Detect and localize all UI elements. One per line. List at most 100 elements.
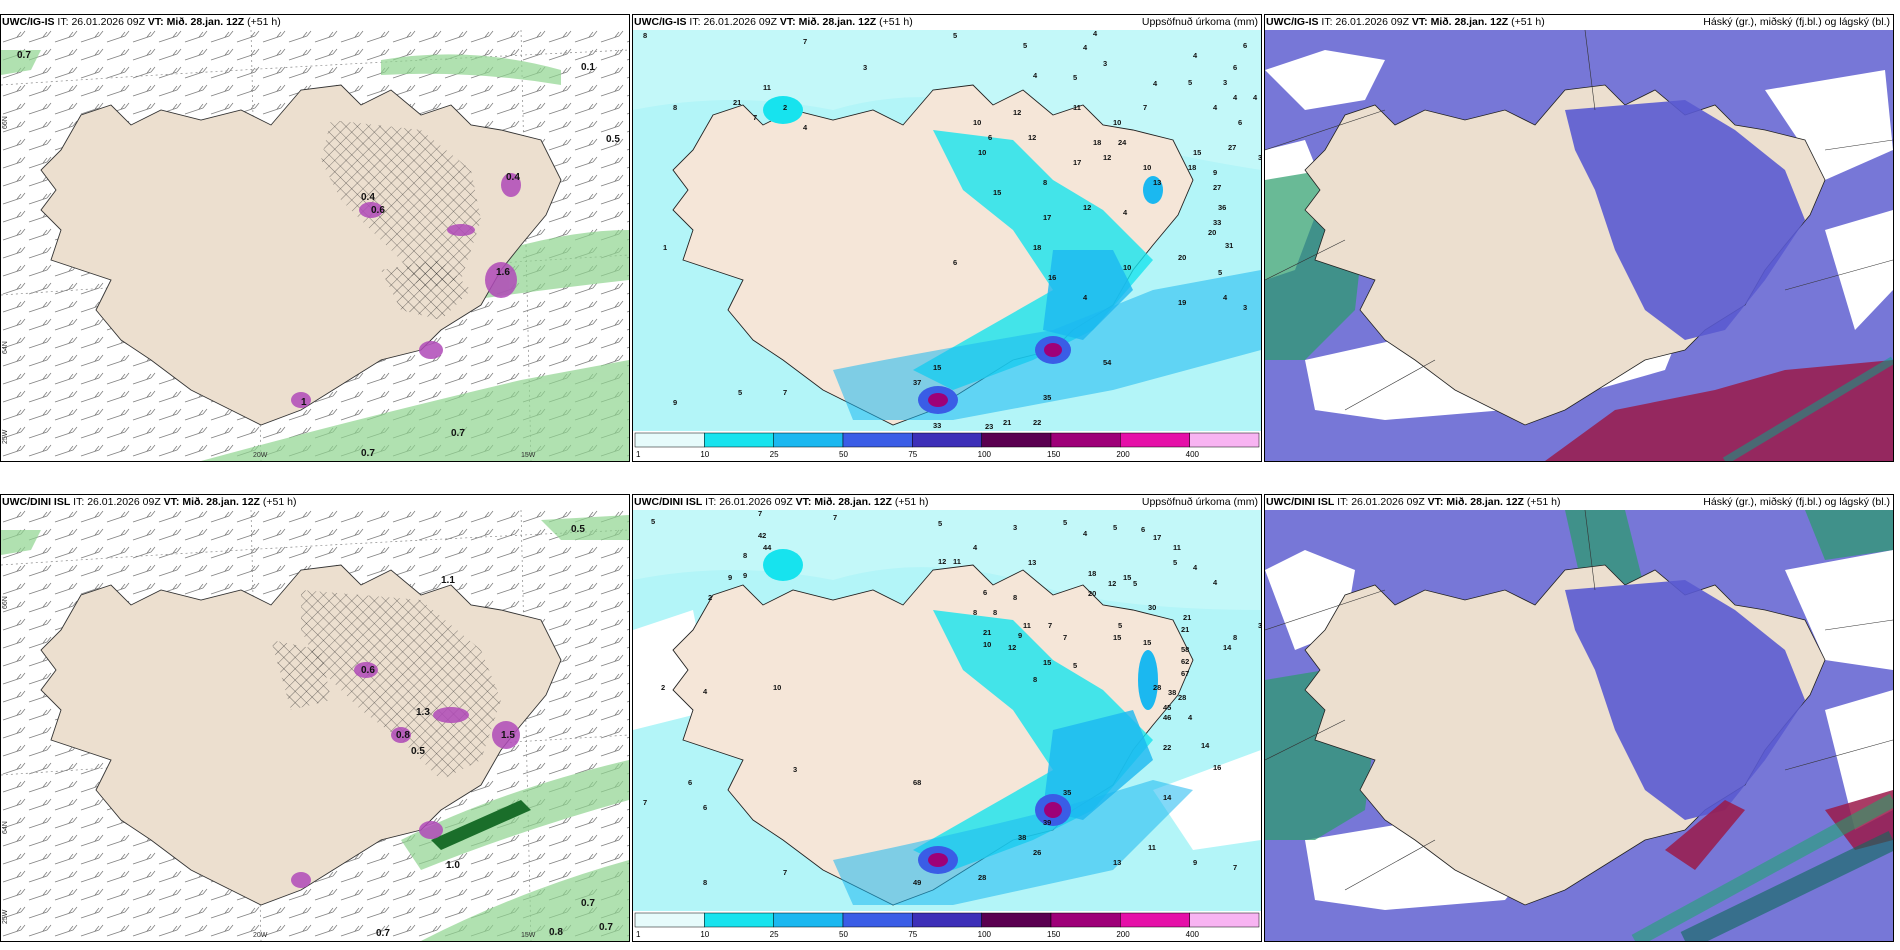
svg-text:12: 12 bbox=[1083, 203, 1091, 212]
svg-text:6: 6 bbox=[688, 778, 692, 787]
svg-text:33: 33 bbox=[1213, 218, 1221, 227]
colorbar-swatch bbox=[1189, 432, 1260, 448]
colorbar-swatch bbox=[842, 912, 913, 928]
svg-text:8: 8 bbox=[673, 103, 677, 112]
svg-text:21: 21 bbox=[1181, 625, 1189, 634]
svg-text:7: 7 bbox=[1233, 863, 1237, 872]
colorbar-tick-label: 150 bbox=[1047, 450, 1061, 459]
lon-label: 15W bbox=[521, 932, 536, 939]
svg-text:54: 54 bbox=[1103, 358, 1112, 367]
svg-text:16: 16 bbox=[1213, 763, 1221, 772]
svg-text:7: 7 bbox=[758, 510, 762, 518]
svg-text:10: 10 bbox=[1143, 163, 1151, 172]
svg-text:35: 35 bbox=[1043, 393, 1051, 402]
svg-text:6: 6 bbox=[1233, 63, 1237, 72]
precip-map-svg: 5 7 7 5 3 5 4 5 6 42 17 11 8 44 12 11 4 … bbox=[633, 510, 1261, 911]
svg-text:36: 36 bbox=[1218, 203, 1226, 212]
svg-text:21: 21 bbox=[1183, 613, 1191, 622]
svg-text:6: 6 bbox=[1238, 118, 1242, 127]
wind-label: 0.1 bbox=[581, 62, 595, 73]
svg-text:38: 38 bbox=[1168, 688, 1176, 697]
svg-text:68: 68 bbox=[913, 778, 921, 787]
svg-text:10: 10 bbox=[973, 118, 981, 127]
svg-text:4: 4 bbox=[1193, 563, 1198, 572]
svg-text:28: 28 bbox=[1153, 683, 1161, 692]
precip-map: 5 7 7 5 3 5 4 5 6 42 17 11 8 44 12 11 4 … bbox=[633, 510, 1261, 911]
svg-text:4: 4 bbox=[1233, 93, 1238, 102]
svg-text:62: 62 bbox=[1181, 657, 1189, 666]
svg-text:19: 19 bbox=[1178, 298, 1186, 307]
wind-label: 0.8 bbox=[396, 730, 410, 741]
colorbar-swatch bbox=[1189, 912, 1260, 928]
svg-text:8: 8 bbox=[1043, 178, 1047, 187]
svg-text:6: 6 bbox=[1243, 41, 1247, 50]
colorbar-swatch bbox=[842, 432, 913, 448]
wind-label: 1.6 bbox=[496, 267, 510, 278]
svg-text:11: 11 bbox=[1023, 621, 1031, 630]
svg-text:4: 4 bbox=[703, 687, 708, 696]
svg-text:45: 45 bbox=[1163, 703, 1171, 712]
svg-text:6: 6 bbox=[953, 258, 957, 267]
cloud-map-svg bbox=[1265, 30, 1893, 461]
wind-map: 0.7 0.1 0.5 0.7 0.7 0.4 0.6 0.4 1 1.6 66… bbox=[1, 30, 629, 461]
colorbar-tick-label: 75 bbox=[908, 930, 917, 939]
svg-text:38: 38 bbox=[1018, 833, 1026, 842]
svg-text:4: 4 bbox=[1083, 43, 1088, 52]
snow-hatch bbox=[321, 120, 481, 320]
svg-text:12: 12 bbox=[1028, 133, 1036, 142]
svg-text:28: 28 bbox=[978, 873, 986, 882]
svg-text:9: 9 bbox=[743, 571, 747, 580]
svg-text:2: 2 bbox=[708, 593, 712, 602]
colorbar-swatch bbox=[773, 912, 844, 928]
precip-values: 5 7 7 5 3 5 4 5 6 42 17 11 8 44 12 11 4 … bbox=[643, 510, 1261, 887]
lat-label: 66N bbox=[2, 596, 9, 609]
wind-label: 0.7 bbox=[17, 50, 31, 61]
wind-label: 0.4 bbox=[506, 172, 520, 183]
svg-text:4: 4 bbox=[973, 543, 978, 552]
svg-text:5: 5 bbox=[1113, 523, 1117, 532]
lat-label: 64N bbox=[2, 821, 9, 834]
wind-label: 0.7 bbox=[451, 428, 465, 439]
svg-text:42: 42 bbox=[758, 531, 766, 540]
panel-right-title: Uppsöfnuð úrkoma (mm) bbox=[1141, 496, 1258, 508]
svg-text:4: 4 bbox=[1093, 30, 1098, 38]
svg-text:17: 17 bbox=[1043, 213, 1051, 222]
precip-map-svg: 8 7 5 4 3 5 4 4 6 6 4 5 3 3 5 4 4 4 4 8 bbox=[633, 30, 1261, 431]
svg-text:4: 4 bbox=[1123, 208, 1128, 217]
svg-text:9: 9 bbox=[1193, 858, 1197, 867]
colorbar-swatch bbox=[912, 432, 982, 448]
svg-text:18: 18 bbox=[1093, 138, 1101, 147]
colorbar-swatch bbox=[704, 912, 774, 928]
svg-text:17: 17 bbox=[1153, 533, 1161, 542]
colorbar-tick-label: 75 bbox=[908, 450, 917, 459]
svg-text:9: 9 bbox=[1213, 168, 1217, 177]
svg-text:21: 21 bbox=[1003, 418, 1011, 427]
svg-text:11: 11 bbox=[1148, 843, 1156, 852]
colorbar-tick-label: 1 bbox=[636, 450, 641, 459]
svg-text:20: 20 bbox=[1178, 253, 1186, 262]
svg-text:5: 5 bbox=[1133, 579, 1137, 588]
svg-text:18: 18 bbox=[1033, 243, 1041, 252]
colorbar-swatch bbox=[1050, 432, 1121, 448]
svg-text:23: 23 bbox=[985, 422, 993, 431]
svg-text:7: 7 bbox=[783, 868, 787, 877]
svg-text:1: 1 bbox=[663, 243, 667, 252]
svg-text:5: 5 bbox=[1218, 268, 1222, 277]
svg-text:21: 21 bbox=[733, 98, 741, 107]
colorbar-swatch bbox=[981, 912, 1052, 928]
colorbar-swatch bbox=[634, 912, 705, 928]
panel-title: UWC/IG-IS IT: 26.01.2026 09Z VT: Mið. 28… bbox=[1266, 16, 1890, 28]
svg-text:8: 8 bbox=[1233, 633, 1237, 642]
panel-precip-top: UWC/IG-IS IT: 26.01.2026 09Z VT: Mið. 28… bbox=[632, 14, 1262, 462]
panel-right-title: Uppsöfnuð úrkoma (mm) bbox=[1141, 16, 1258, 28]
svg-text:15: 15 bbox=[1113, 633, 1121, 642]
svg-text:4: 4 bbox=[1213, 103, 1218, 112]
wind-label: 0.7 bbox=[581, 898, 595, 909]
panel-cloud-top: UWC/IG-IS IT: 26.01.2026 09Z VT: Mið. 28… bbox=[1264, 14, 1894, 462]
panel-wind-bottom: UWC/DINI ISL IT: 26.01.2026 09Z VT: Mið.… bbox=[0, 494, 630, 942]
svg-text:4: 4 bbox=[1083, 293, 1088, 302]
svg-text:30: 30 bbox=[1148, 603, 1156, 612]
svg-text:5: 5 bbox=[1073, 73, 1077, 82]
svg-text:5: 5 bbox=[738, 388, 742, 397]
precip-map: 8 7 5 4 3 5 4 4 6 6 4 5 3 3 5 4 4 4 4 8 bbox=[633, 30, 1261, 431]
